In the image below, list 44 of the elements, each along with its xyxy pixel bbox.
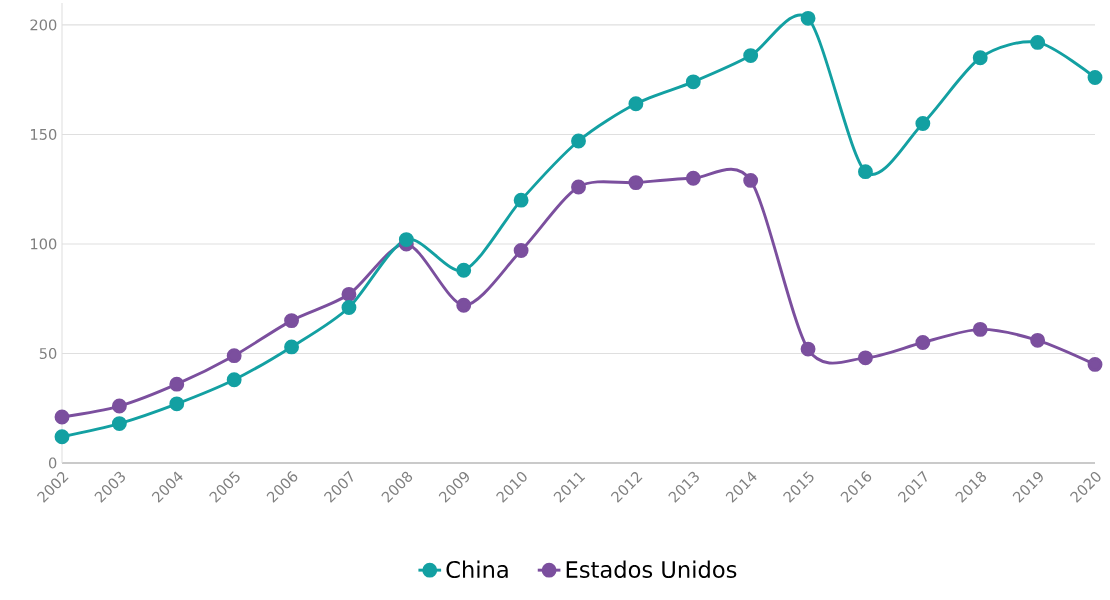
point <box>1030 332 1046 348</box>
point <box>513 243 529 258</box>
point <box>341 286 357 302</box>
point <box>571 133 586 149</box>
point <box>456 262 472 278</box>
point <box>972 50 988 66</box>
point <box>1087 356 1103 372</box>
point <box>571 179 586 195</box>
point <box>284 313 299 329</box>
point <box>284 339 299 355</box>
point <box>743 172 759 188</box>
point <box>800 10 816 26</box>
point <box>685 74 701 90</box>
point <box>915 116 931 131</box>
y-tick-label: 200 <box>30 19 57 31</box>
y-tick-label: 0 <box>48 457 57 469</box>
y-tick-label: 100 <box>31 238 57 250</box>
point <box>685 170 701 186</box>
point <box>169 376 185 392</box>
legend-label: China <box>446 560 508 579</box>
point <box>858 164 873 180</box>
point <box>743 48 759 63</box>
point <box>456 297 472 313</box>
point <box>226 372 242 388</box>
point <box>972 321 988 337</box>
y-tick-label: 50 <box>39 347 57 359</box>
point <box>513 192 529 208</box>
legend-label: Estados Unidos <box>566 560 737 579</box>
point <box>54 429 70 445</box>
point <box>398 232 414 248</box>
point <box>226 348 242 364</box>
point <box>169 396 185 412</box>
point <box>54 409 70 425</box>
point <box>628 96 644 112</box>
point <box>111 416 127 432</box>
y-tick-label: 150 <box>31 128 57 140</box>
point <box>111 398 127 414</box>
point <box>1087 70 1103 85</box>
point <box>858 350 873 366</box>
point <box>915 335 931 350</box>
point <box>628 175 644 191</box>
point <box>1030 34 1046 50</box>
point <box>341 300 357 315</box>
point <box>800 341 816 357</box>
